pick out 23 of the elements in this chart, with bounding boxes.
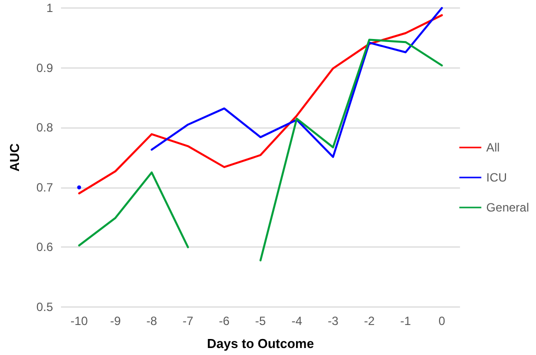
y-axis-title: AUC: [7, 142, 22, 172]
x-tick-label: -7: [182, 314, 194, 328]
y-tick-label: 1: [46, 1, 54, 15]
legend-label: All: [486, 140, 500, 154]
x-tick-label: -10: [70, 314, 88, 328]
legend-label: General: [486, 200, 530, 214]
y-tick-label: 0.9: [36, 60, 54, 75]
x-tick-label: 0: [438, 314, 446, 328]
x-axis-title: Days to Outcome: [207, 336, 314, 351]
x-tick-label: -3: [328, 314, 339, 328]
y-tick-label: 0.6: [36, 240, 54, 254]
y-tick-label: 0.5: [36, 300, 54, 314]
line-series: [78, 14, 443, 194]
x-tick-label: -5: [255, 314, 266, 328]
y-tick-label: 0.8: [36, 120, 54, 135]
x-tick-label: -1: [400, 314, 412, 328]
x-tick-label: -4: [291, 314, 302, 328]
x-tick-label: -2: [364, 314, 375, 328]
y-tick-label: 0.7: [36, 180, 54, 194]
x-tick-label: -9: [110, 314, 122, 328]
x-tick-label: -6: [218, 314, 230, 328]
x-tick-label: -8: [146, 314, 158, 328]
legend-label: ICU: [486, 170, 507, 184]
